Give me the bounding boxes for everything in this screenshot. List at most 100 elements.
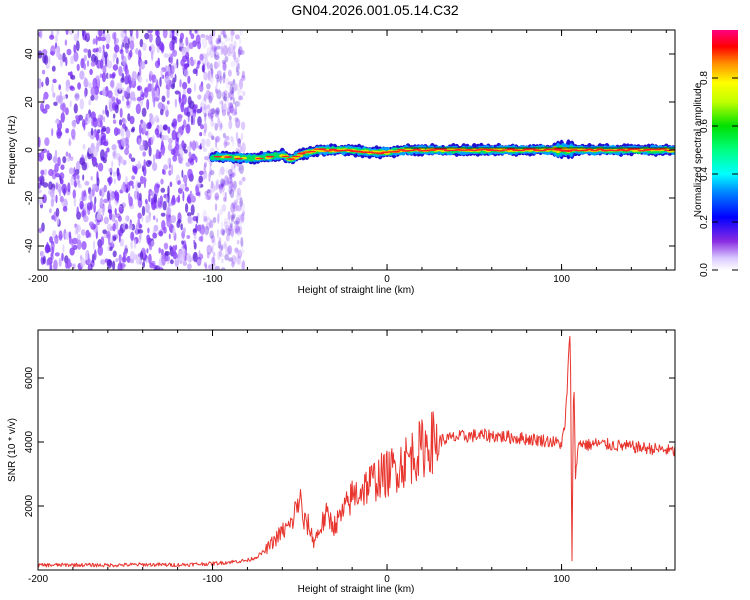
heatmap-noise-cell [219,74,222,84]
heatmap-noise-cell [167,185,170,196]
heatmap-noise-cell [84,180,90,186]
heatmap-noise-cell [221,245,223,251]
heatmap-noise-cell [223,71,226,79]
heatmap-noise-cell [227,46,232,57]
heatmap-noise-cell [45,64,50,69]
heatmap-noise-cell [160,248,164,256]
heatmap-noise-cell [193,82,197,92]
heatmap-noise-cell [193,234,197,240]
heatmap-noise-cell [223,221,228,228]
heatmap-noise-cell [102,229,108,235]
heatmap-noise-cell [154,114,159,123]
line-x-tick-label: 100 [553,574,570,585]
heatmap-noise-cell [80,257,86,268]
heatmap-noise-cell [176,148,180,157]
heatmap-noise-cell [186,145,192,152]
heatmap-noise-cell [210,118,214,128]
heatmap-noise-cell [64,39,68,46]
heatmap-noise-cell [205,89,211,100]
heatmap-noise-cell [147,137,152,148]
heatmap-noise-cell [219,253,225,258]
heatmap-noise-cell [210,182,213,193]
heatmap-noise-cell [54,235,59,245]
colorbar-tick-label: 0.2 [699,215,710,229]
snr-series-line [38,335,675,568]
heatmap-noise-cell [107,73,111,80]
heatmap-noise-cell [224,175,229,186]
heatmap-noise-cell [204,225,210,235]
heatmap-noise-cell [126,99,130,106]
heatmap-noise-cell [203,112,207,118]
heatmap-noise-cell [229,224,233,232]
heatmap-noise-cell [148,253,152,265]
heatmap-noise-cell [180,59,185,67]
heatmap-noise-cell [217,88,221,95]
heatmap-noise-cell [81,30,85,37]
heatmap-noise-cell [228,174,232,182]
heatmap-noise-cell [234,247,239,253]
heatmap-noise-cell [91,187,95,197]
heatmap-noise-cell [51,246,54,257]
heatmap-noise-cell [211,135,215,141]
heatmap-noise-cell [70,156,74,162]
heatmap-noise-cell [160,108,164,116]
heatmap-noise-cell [228,220,231,227]
chart-title: GN04.2026.001.05.14.C32 [291,2,459,18]
heatmap-noise-cell [229,105,235,114]
heatmap-noise-cell [166,216,172,228]
heatmap-noise-cell [192,68,198,75]
heatmap-noise-cell [70,74,76,80]
heatmap-noise-cell [106,190,110,202]
heatmap-noise-cell [97,30,100,36]
heatmap-noise-cell [137,212,142,220]
heatmap-noise-cell [237,93,242,102]
heatmap-noise-cell [38,227,43,234]
heatmap-noise-cell [216,80,219,88]
heatmap-noise-cell [200,106,203,113]
heatmap-noise-cell [208,34,213,45]
heatmap-noise-cell [203,122,208,133]
heatmap-noise-cell [145,78,148,83]
line-panel: -200 -100 0 100 2000 4000 6000 Height of strai… [7,329,676,595]
heatmap-noise-cell [198,250,201,258]
colorbar-gradient [712,30,738,270]
heatmap-noise-cell [241,260,246,270]
heatmap-noise-cell [92,240,96,250]
heatmap-noise-cell [118,156,121,167]
heatmap-noise-cell [44,137,50,147]
heatmap-signal-cell [307,150,317,153]
heatmap-noise-cell [81,210,85,218]
heatmap-noise-cell [160,212,166,217]
heatmap-noise-cell [44,54,49,65]
heatmap-noise-cell [114,208,117,215]
heatmap-noise-cell [90,86,96,97]
heatmap-noise-cell [200,224,206,236]
heatmap-noise-cell [203,71,209,81]
heatmap-noise-cell [223,243,228,249]
heatmap-signal-cell [412,148,422,151]
heatmap-noise-cell [220,267,226,270]
heatmap-noise-cell [234,228,238,234]
heatmap-noise-cell [56,215,60,226]
heatmap-noise-cell [67,182,71,193]
heatmap-noise-cell [112,101,117,111]
heatmap-noise-cell [163,242,169,250]
heatmap-noise-cell [241,75,246,81]
heatmap-noise-cell [218,208,224,216]
heatmap-noise-cell [143,159,146,170]
heatmap-noise-cell [207,264,214,270]
heatmap-noise-cell [214,61,217,70]
heatmap-noise-cell [170,148,176,156]
heatmap-noise-cell [54,163,59,173]
heatmap-noise-cell [213,262,217,270]
heatmap-noise-cell [222,73,226,84]
heatmap-noise-cell [225,234,230,242]
heatmap-noise-cell [52,78,57,84]
heatmap-noise-cell [185,36,189,47]
heatmap-noise-cell [217,34,222,42]
heatmap-noise-cell [220,183,224,188]
heatmap-noise-cell [94,93,99,101]
heatmap-noise-cell [86,60,90,67]
heatmap-noise-cell [155,149,160,157]
heatmap-noise-cell [117,215,122,222]
